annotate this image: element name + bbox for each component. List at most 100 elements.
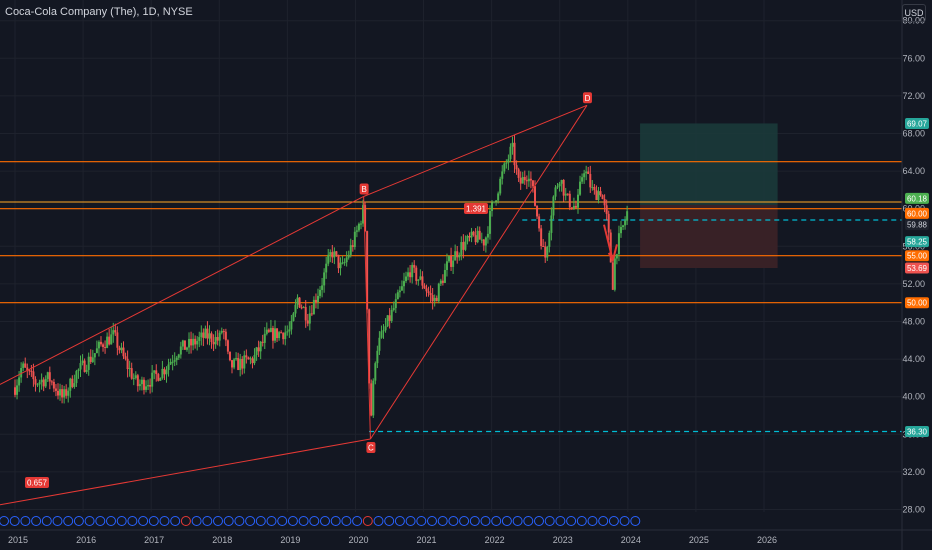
price-tag	[905, 250, 929, 262]
event-badge	[352, 516, 363, 526]
ratio-marker	[464, 203, 488, 214]
candle-body	[233, 359, 236, 368]
candle-body	[231, 360, 234, 368]
candle-body	[14, 387, 16, 395]
candle-body	[378, 337, 381, 351]
candle-body	[335, 251, 338, 255]
candle-body	[97, 341, 100, 349]
candle-body	[488, 210, 491, 234]
candle-body	[466, 235, 469, 242]
candle-body	[312, 299, 315, 315]
candle-body	[515, 165, 518, 170]
candle-body	[384, 326, 387, 331]
candle-body	[331, 252, 334, 258]
candle-body	[126, 358, 129, 369]
candle-body	[308, 313, 311, 324]
pattern-point-marker	[359, 183, 369, 195]
candle-body	[304, 307, 307, 321]
candle-body	[196, 340, 199, 345]
candle-body	[36, 384, 39, 386]
candle-body	[595, 190, 598, 201]
candle-body	[626, 211, 629, 221]
candle-body	[130, 368, 133, 379]
candle-body	[599, 191, 602, 196]
candle-body	[570, 207, 573, 209]
candle-body	[601, 195, 604, 200]
candle-body	[185, 347, 188, 350]
candle-body	[576, 194, 579, 208]
y-tick-label: 64.00	[902, 166, 925, 176]
candle-body	[253, 355, 256, 364]
candle-body	[443, 269, 446, 283]
candle-body	[79, 363, 82, 370]
candle-body	[26, 367, 29, 371]
candle-body	[448, 256, 451, 262]
candle-body	[20, 368, 23, 378]
candle-body	[556, 186, 559, 188]
candle-body	[167, 364, 170, 371]
candle-body	[493, 201, 496, 203]
candle-body	[106, 336, 109, 348]
candle-body	[605, 205, 608, 214]
candle-body	[624, 220, 627, 226]
candle-body	[59, 389, 62, 396]
candle-body	[351, 245, 354, 248]
candle-body	[619, 227, 622, 234]
candle-body	[400, 286, 403, 291]
candle-body	[362, 205, 365, 224]
candle-body	[482, 239, 485, 246]
candle-body	[134, 375, 137, 379]
candle-body	[366, 231, 369, 310]
candle-body	[435, 297, 438, 302]
candle-body	[16, 385, 19, 395]
candle-body	[44, 378, 47, 387]
candle-body	[337, 254, 340, 269]
candle-body	[173, 360, 176, 362]
event-badge	[127, 516, 138, 526]
event-badge	[587, 516, 598, 526]
event-badge	[31, 516, 42, 526]
candle-body	[558, 183, 561, 187]
arrow-line	[603, 224, 614, 261]
candle-body	[589, 174, 592, 188]
candle-body	[102, 344, 105, 347]
candle-body	[392, 308, 395, 310]
candle-body	[216, 337, 219, 341]
candle-body	[108, 336, 111, 345]
candle-body	[118, 347, 121, 351]
x-tick-label: 2021	[417, 535, 437, 545]
currency-button[interactable]: USD	[902, 4, 926, 22]
profit-zone	[640, 123, 778, 205]
candle-body	[208, 333, 211, 339]
event-badge	[106, 516, 116, 526]
candle-body	[140, 379, 143, 385]
event-badge	[180, 516, 191, 526]
event-badge	[298, 516, 309, 526]
x-tick-label: 2016	[76, 535, 96, 545]
event-badge	[41, 516, 52, 526]
candle-body	[85, 369, 88, 372]
candle-body	[183, 340, 186, 350]
candle-body	[390, 309, 393, 321]
y-tick-label: 68.00	[902, 129, 925, 139]
event-badge	[330, 516, 341, 526]
candle-body	[333, 251, 336, 258]
event-badge	[52, 516, 63, 526]
candle-body	[355, 230, 358, 232]
event-badge	[491, 516, 502, 526]
candle-body	[241, 358, 244, 369]
event-badge	[9, 516, 20, 526]
candle-body	[52, 381, 55, 389]
price-tag	[905, 297, 929, 309]
candle-body	[280, 332, 283, 334]
candle-body	[24, 363, 27, 368]
x-tick-label: 2015	[8, 535, 28, 545]
price-tag	[905, 425, 929, 437]
candle-body	[425, 288, 428, 292]
event-badge	[0, 516, 9, 526]
candle-body	[155, 370, 158, 375]
event-badge	[480, 516, 491, 526]
candle-body	[450, 256, 453, 267]
